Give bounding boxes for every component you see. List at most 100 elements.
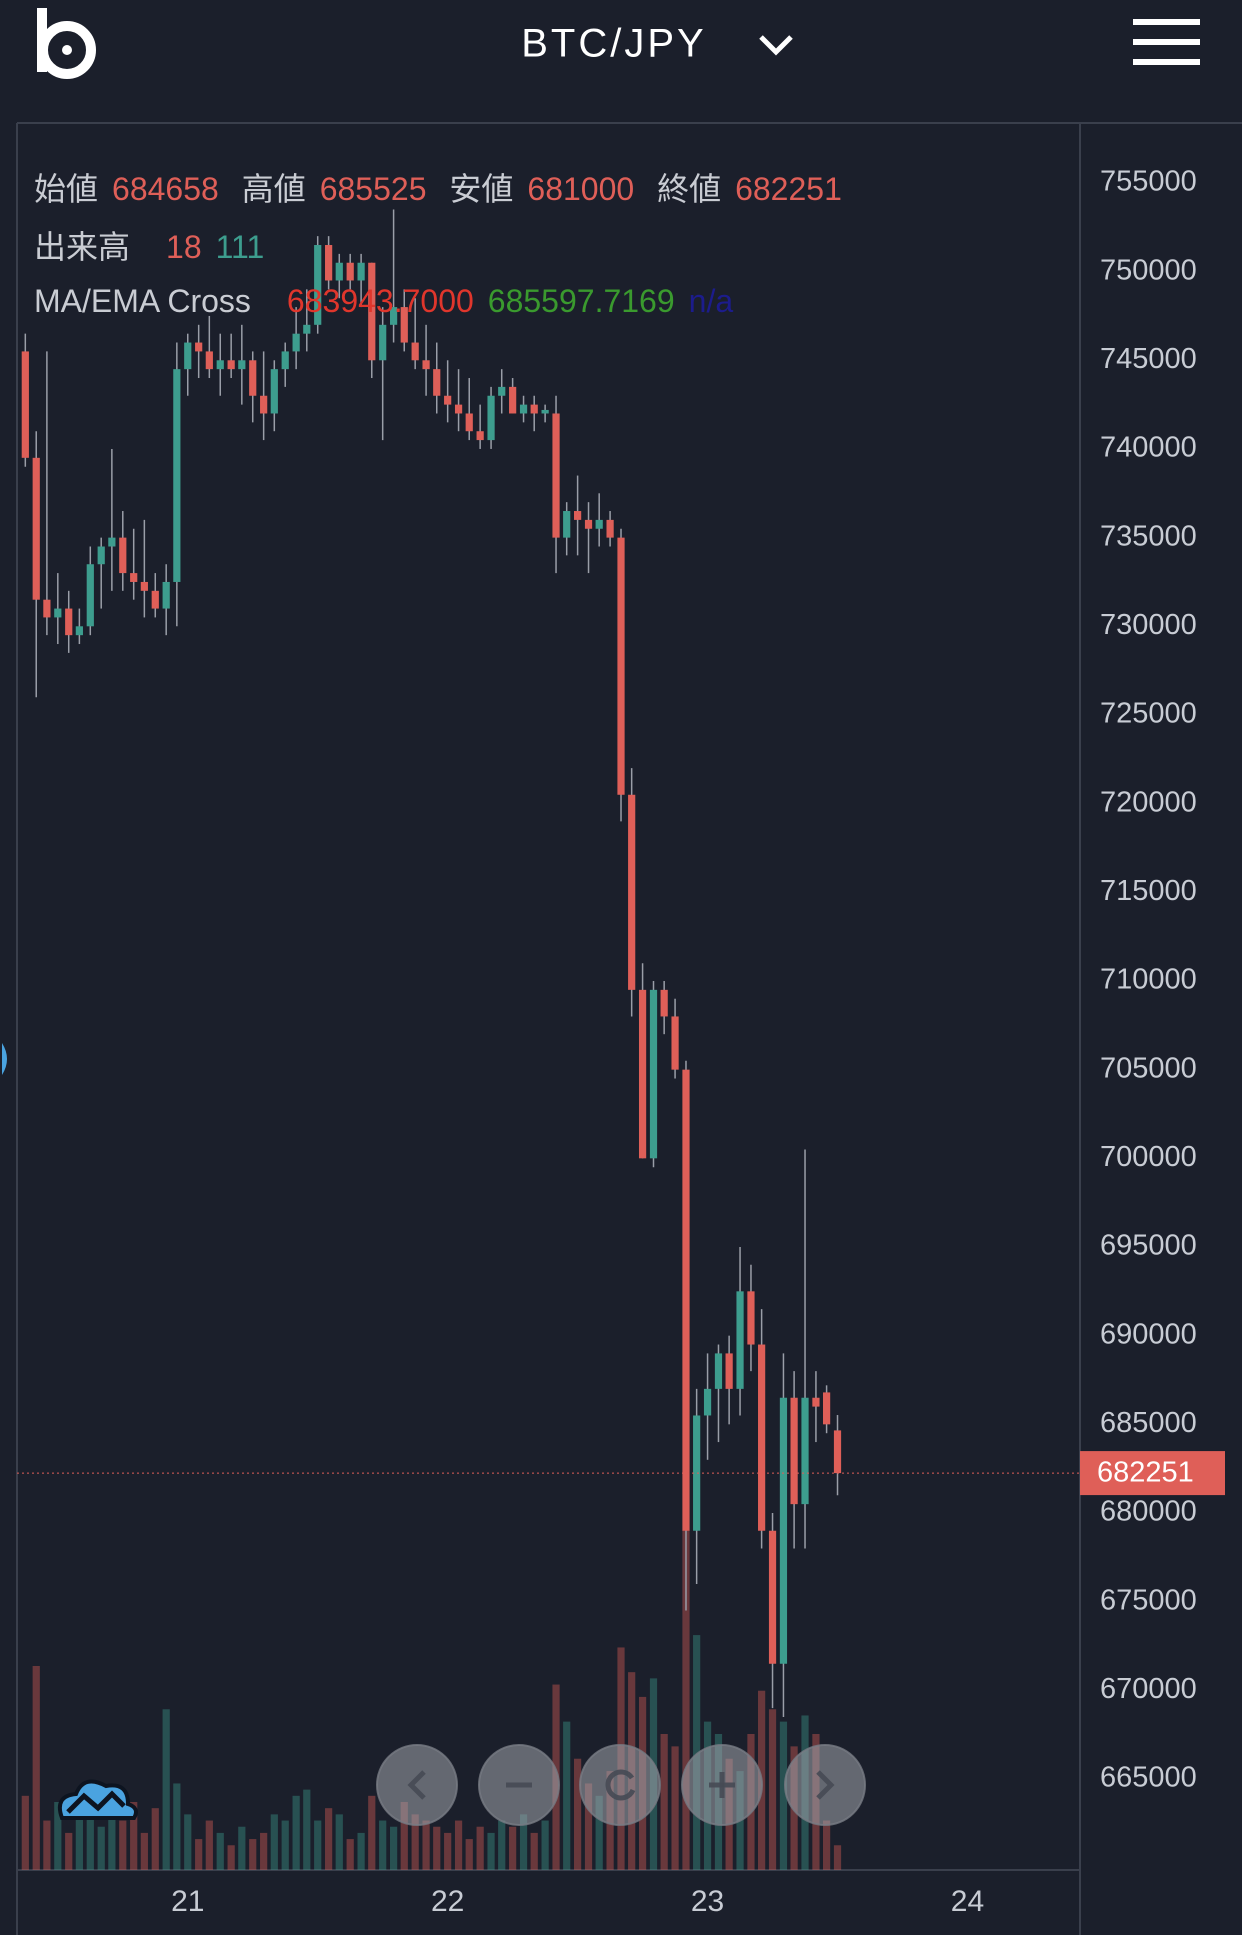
- y-tick-label: 755000: [1100, 166, 1197, 198]
- y-tick-label: 725000: [1100, 698, 1197, 730]
- volume-bar: [682, 1530, 690, 1870]
- candle-body: [758, 1344, 766, 1531]
- volume-bar: [75, 1814, 83, 1870]
- candle-body: [303, 324, 311, 334]
- legend-label: MA/EMA Cross: [34, 283, 251, 319]
- volume-bar: [519, 1814, 528, 1870]
- logo-bowl: [38, 21, 96, 79]
- candle-body: [833, 1430, 842, 1474]
- volume-bar: [584, 1783, 593, 1870]
- candle-body: [205, 351, 213, 370]
- y-tick-label: 665000: [1100, 1762, 1197, 1794]
- x-tick-label: 23: [691, 1885, 724, 1918]
- volume-bar: [173, 1783, 181, 1870]
- reset-icon: [605, 1769, 636, 1801]
- volume-bar: [281, 1820, 289, 1870]
- volume-bar: [833, 1845, 842, 1870]
- legend-value: 684658: [112, 171, 219, 207]
- volume-bar: [574, 1758, 582, 1870]
- volume-bar: [54, 1802, 62, 1870]
- candle-body: [584, 519, 593, 529]
- volume-bar: [563, 1721, 571, 1870]
- volume-bar: [335, 1814, 343, 1870]
- candle-body: [433, 369, 441, 396]
- pair-dropdown[interactable]: [759, 35, 793, 56]
- candle-body: [173, 369, 181, 582]
- y-tick-label: 675000: [1100, 1584, 1197, 1616]
- volume-bar: [357, 1832, 365, 1870]
- scroll-left-button[interactable]: [376, 1744, 458, 1826]
- volume-bar: [238, 1826, 246, 1870]
- volume-bar: [184, 1814, 192, 1870]
- candle-body: [238, 360, 246, 370]
- indicator-legend: MA/EMA Cross 683943.7000 685597.7169 n/a: [34, 283, 747, 320]
- candle-body: [346, 262, 354, 281]
- volume-bar: [32, 1666, 40, 1870]
- candle-body: [130, 573, 138, 582]
- candle-body: [638, 989, 647, 1159]
- volume-bar: [260, 1832, 268, 1870]
- logo[interactable]: [37, 8, 96, 79]
- candle-body: [476, 431, 484, 441]
- y-tick-label: 715000: [1100, 875, 1197, 907]
- volume-bar: [130, 1802, 138, 1870]
- candle-body: [530, 404, 538, 414]
- last-price-box: [1080, 1451, 1225, 1496]
- candle-body: [454, 404, 463, 414]
- reset-button[interactable]: [579, 1744, 661, 1826]
- legend-value: 111: [215, 229, 265, 265]
- candle-body: [660, 989, 668, 1017]
- x-tick-label: 21: [171, 1885, 204, 1918]
- scroll-right-button[interactable]: [784, 1744, 866, 1826]
- candle-body: [768, 1530, 777, 1664]
- candle-body: [812, 1397, 820, 1407]
- header-bar: [0, 0, 1242, 123]
- ohlc-legend: 始値 684658 高値 685525 安値 681000 終値 682251: [34, 164, 856, 210]
- candle-body: [444, 395, 452, 405]
- volume-bar: [151, 1808, 159, 1870]
- candle-layer: [21, 209, 842, 1717]
- pair-title[interactable]: BTC/JPY: [521, 22, 706, 66]
- candle-body: [400, 307, 408, 343]
- candle-body: [195, 342, 203, 352]
- y-tick-label: 720000: [1100, 786, 1197, 818]
- y-tick-label: 695000: [1100, 1230, 1197, 1262]
- candle-body: [790, 1397, 798, 1505]
- volume-bar: [43, 1820, 51, 1870]
- volume-bar: [660, 1734, 668, 1870]
- y-tick-label: 735000: [1100, 520, 1197, 552]
- volume-bar: [216, 1832, 224, 1870]
- candle-body: [801, 1397, 809, 1505]
- candle-body: [314, 245, 322, 325]
- y-tick-label: 690000: [1100, 1318, 1197, 1350]
- volume-bar: [595, 1795, 603, 1870]
- y-tick-label: 750000: [1100, 254, 1197, 286]
- volume-bar: [779, 1721, 788, 1870]
- volume-bar: [768, 1709, 777, 1870]
- candle-body: [736, 1291, 744, 1389]
- legend-label: 高値: [241, 171, 306, 207]
- menu-button[interactable]: [1133, 19, 1200, 65]
- cloud-icon[interactable]: [57, 1779, 138, 1820]
- cloud-shape: [57, 1779, 138, 1820]
- candle-body: [595, 519, 603, 529]
- candle-body: [574, 511, 582, 520]
- legend-value: 18: [166, 229, 202, 265]
- side-tab[interactable]: [2, 1043, 7, 1075]
- candle-body: [86, 564, 94, 627]
- legend-value: n/a: [688, 283, 734, 319]
- candle-body: [75, 626, 83, 636]
- legend-value: 683943.7000: [286, 283, 474, 319]
- cloud-line: [66, 1790, 126, 1814]
- candle-body: [357, 262, 365, 281]
- left-icon: [407, 1770, 426, 1800]
- candle-body: [65, 608, 73, 636]
- candle-body: [227, 360, 235, 370]
- candle-body: [617, 537, 625, 795]
- plot-frame: [16, 122, 1242, 1935]
- volume-bar: [86, 1808, 94, 1870]
- candle-body: [714, 1353, 723, 1389]
- volume-bar: [368, 1795, 376, 1870]
